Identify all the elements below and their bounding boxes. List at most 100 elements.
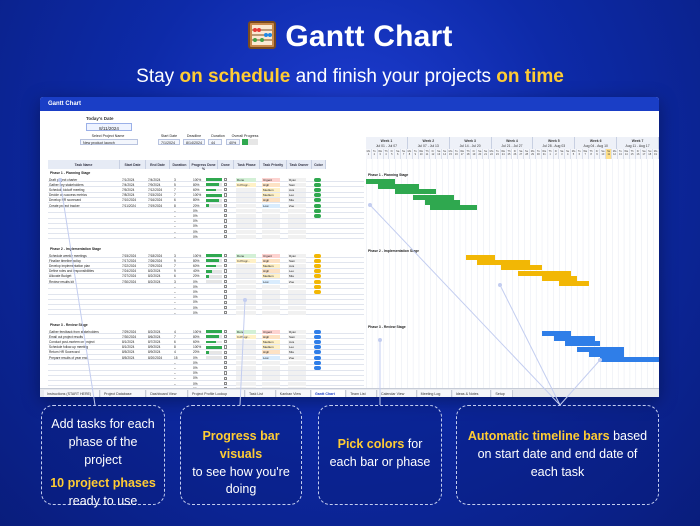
table-row[interactable]: – 0%	[48, 365, 364, 371]
done-checkbox[interactable]	[224, 285, 228, 289]
task-phase-dropdown[interactable]	[236, 208, 256, 213]
done-checkbox[interactable]	[224, 371, 228, 375]
task-priority-dropdown[interactable]: High	[262, 258, 280, 263]
task-priority-dropdown[interactable]	[262, 289, 280, 294]
sheet-tab[interactable]: Meeting Log	[417, 390, 452, 397]
task-priority-dropdown[interactable]	[262, 234, 280, 239]
task-phase-dropdown[interactable]	[236, 187, 256, 192]
table-row[interactable]: – 0%	[48, 310, 364, 316]
task-priority-dropdown[interactable]: High	[262, 269, 280, 274]
task-owner-dropdown[interactable]	[288, 208, 306, 213]
table-row[interactable]: – 0%	[48, 284, 364, 290]
table-row[interactable]: – 0%	[48, 381, 364, 387]
done-checkbox[interactable]	[224, 224, 228, 228]
done-checkbox[interactable]	[224, 203, 228, 208]
task-phase-dropdown[interactable]	[236, 345, 256, 350]
task-phase-dropdown[interactable]	[236, 339, 256, 344]
sheet-tab[interactable]: Team List	[347, 390, 377, 397]
sheet-tab[interactable]: Dashboard View	[147, 390, 188, 397]
task-owner-dropdown[interactable]	[288, 310, 306, 315]
color-swatch[interactable]	[314, 263, 321, 268]
task-owner-dropdown[interactable]	[288, 229, 306, 234]
done-checkbox[interactable]	[224, 274, 228, 278]
task-owner-dropdown[interactable]	[288, 376, 306, 381]
task-priority-dropdown[interactable]	[262, 219, 280, 224]
task-owner-dropdown[interactable]: Zoe	[288, 279, 306, 284]
table-row[interactable]: – 0%	[48, 229, 364, 235]
task-priority-dropdown[interactable]: Low	[262, 279, 280, 284]
color-swatch[interactable]	[314, 203, 321, 208]
sheet-tab[interactable]: Setup	[492, 390, 514, 397]
task-owner-dropdown[interactable]	[288, 234, 306, 239]
table-row[interactable]: – 0%	[48, 295, 364, 300]
table-row[interactable]: – 0%	[48, 376, 364, 381]
task-priority-dropdown[interactable]: Medium	[262, 187, 280, 192]
task-phase-dropdown[interactable]: Done	[236, 177, 256, 182]
task-owner-dropdown[interactable]: Ryan	[288, 253, 306, 258]
task-priority-dropdown[interactable]	[262, 300, 280, 305]
color-swatch[interactable]	[314, 258, 321, 263]
task-phase-dropdown[interactable]: Done	[236, 253, 256, 258]
task-phase-dropdown[interactable]	[236, 305, 256, 310]
today-date-field[interactable]: 8/11/2024	[86, 123, 132, 131]
done-checkbox[interactable]	[224, 350, 228, 354]
task-priority-dropdown[interactable]: Urgent	[262, 177, 280, 182]
task-owner-dropdown[interactable]	[288, 381, 306, 386]
task-owner-dropdown[interactable]	[288, 295, 306, 300]
sheet-tab[interactable]: Project Profile Lookup	[189, 390, 245, 397]
color-swatch[interactable]	[314, 193, 321, 198]
task-owner-dropdown[interactable]: Leo	[288, 345, 306, 350]
sheet-tab[interactable]: Task List	[246, 390, 276, 397]
task-owner-dropdown[interactable]: Leo	[288, 193, 306, 198]
table-row[interactable]: Draft project charter 7/1/2024 7/4/2024 3 10…	[48, 177, 364, 183]
task-phase-dropdown[interactable]: In Progr...	[236, 258, 256, 263]
done-checkbox[interactable]	[224, 253, 228, 258]
color-swatch[interactable]	[314, 355, 321, 360]
done-checkbox[interactable]	[224, 305, 228, 310]
task-phase-dropdown[interactable]	[236, 376, 256, 381]
done-checkbox[interactable]	[224, 335, 228, 339]
task-phase-dropdown[interactable]	[236, 360, 256, 365]
task-priority-dropdown[interactable]	[262, 208, 280, 213]
task-owner-dropdown[interactable]: Sam	[288, 182, 306, 187]
task-owner-dropdown[interactable]: Leo	[288, 269, 306, 274]
task-phase-dropdown[interactable]	[236, 381, 256, 386]
done-checkbox[interactable]	[224, 329, 228, 334]
color-swatch[interactable]	[314, 274, 321, 279]
task-phase-dropdown[interactable]: Done	[236, 329, 256, 334]
task-owner-dropdown[interactable]: Zoe	[288, 203, 306, 208]
task-priority-dropdown[interactable]: Medium	[262, 263, 280, 268]
task-owner-dropdown[interactable]	[288, 219, 306, 224]
done-checkbox[interactable]	[224, 376, 228, 380]
task-priority-dropdown[interactable]: Low	[262, 203, 280, 208]
task-priority-dropdown[interactable]	[262, 284, 280, 289]
task-owner-dropdown[interactable]: Ava	[288, 263, 306, 268]
task-phase-dropdown[interactable]	[236, 295, 256, 300]
task-owner-dropdown[interactable]	[288, 300, 306, 305]
done-checkbox[interactable]	[224, 177, 228, 182]
task-owner-dropdown[interactable]	[288, 305, 306, 310]
sheet-tab[interactable]: Calendar View	[378, 390, 417, 397]
color-swatch[interactable]	[314, 284, 321, 289]
done-checkbox[interactable]	[224, 290, 228, 294]
task-owner-dropdown[interactable]: Ryan	[288, 329, 306, 334]
color-swatch[interactable]	[314, 198, 321, 203]
task-owner-dropdown[interactable]	[288, 360, 306, 365]
task-phase-dropdown[interactable]	[236, 279, 256, 284]
done-checkbox[interactable]	[224, 219, 228, 223]
done-checkbox[interactable]	[224, 361, 228, 365]
color-swatch[interactable]	[314, 253, 321, 258]
color-swatch[interactable]	[314, 208, 321, 213]
task-priority-dropdown[interactable]	[262, 381, 280, 386]
done-checkbox[interactable]	[224, 229, 228, 234]
done-checkbox[interactable]	[224, 214, 228, 218]
table-row[interactable]: – 0%	[48, 208, 364, 214]
done-checkbox[interactable]	[224, 198, 228, 202]
color-swatch[interactable]	[314, 177, 321, 182]
task-priority-dropdown[interactable]	[262, 229, 280, 234]
color-swatch[interactable]	[314, 329, 321, 334]
task-phase-dropdown[interactable]: In Progr...	[236, 334, 256, 339]
task-owner-dropdown[interactable]	[288, 365, 306, 370]
task-priority-dropdown[interactable]	[262, 371, 280, 376]
table-row[interactable]: – 0%	[48, 234, 364, 240]
